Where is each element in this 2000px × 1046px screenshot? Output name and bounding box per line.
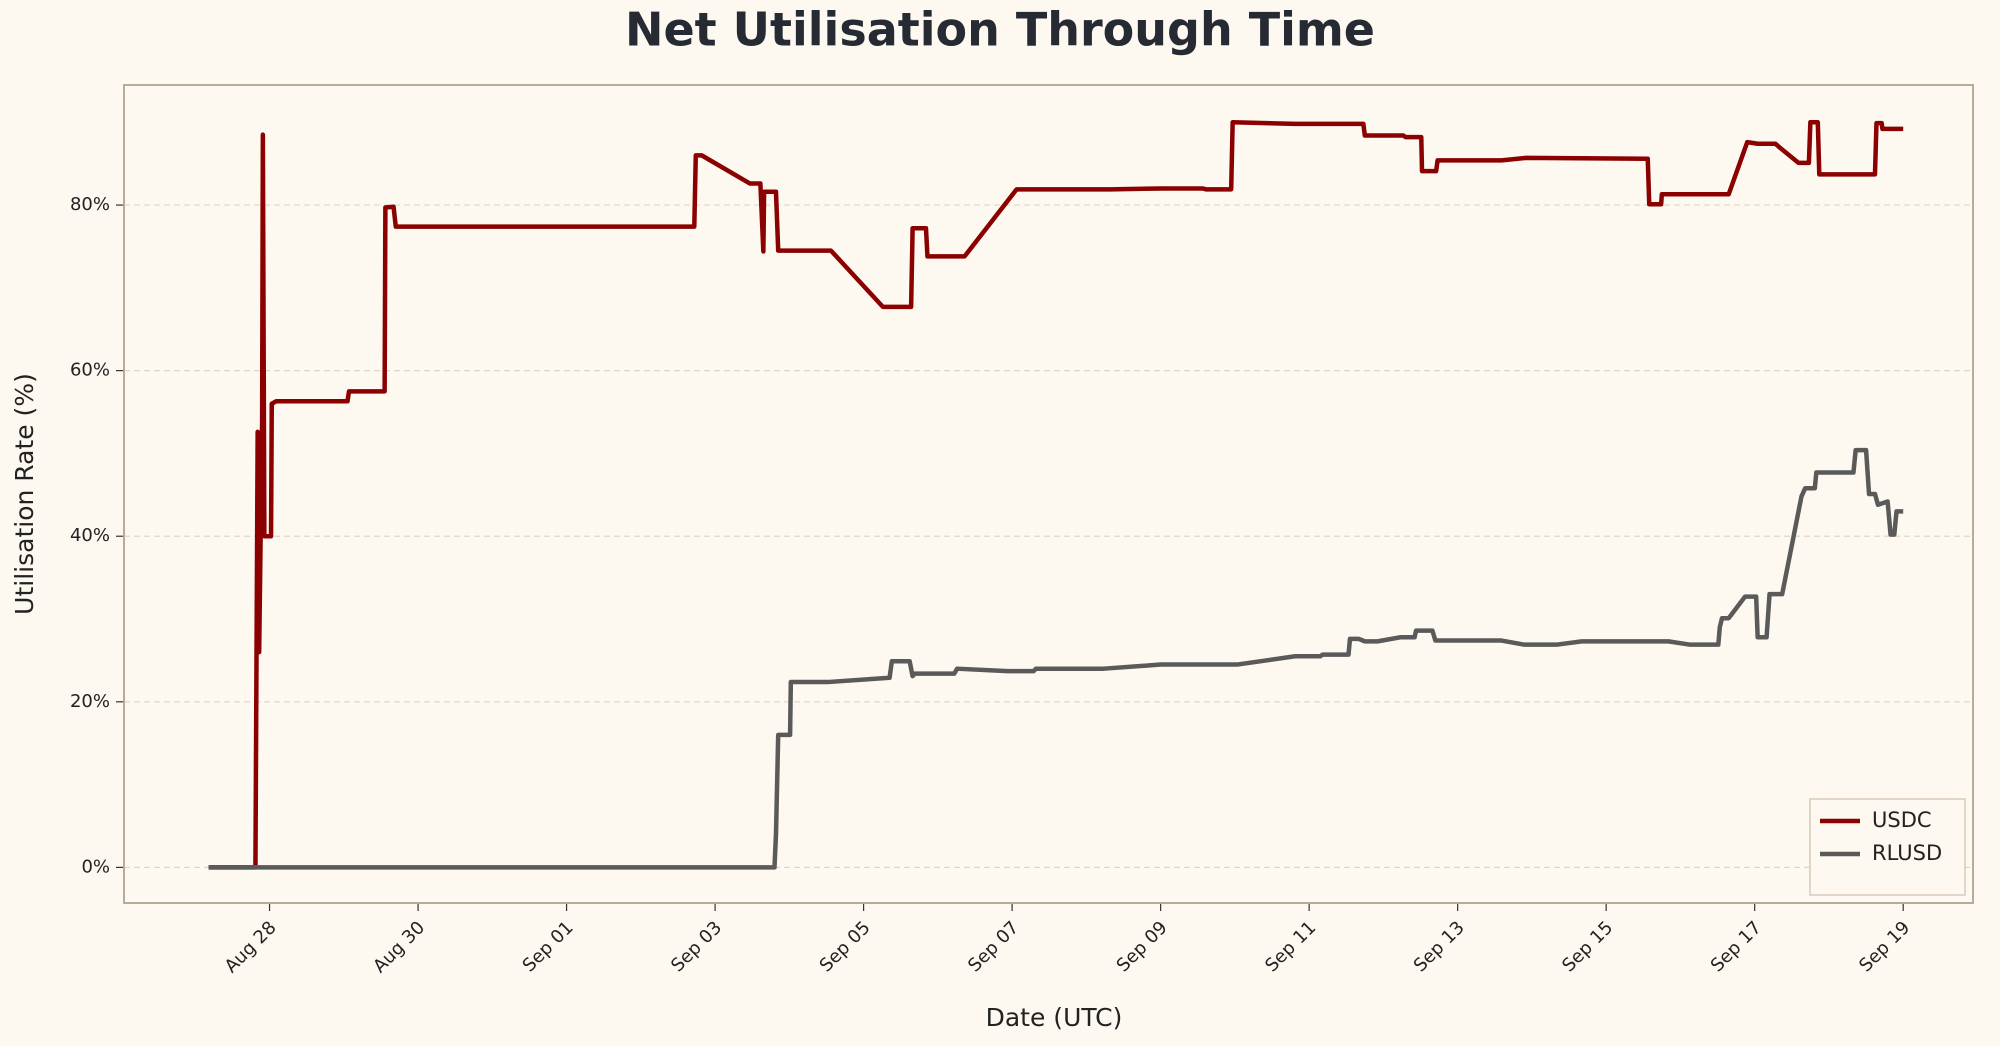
legend: USDC RLUSD [1809,798,1966,896]
legend-label: RLUSD [1872,841,1942,865]
data-line [208,447,1904,870]
y-tick-label: 80% [70,194,110,215]
chart-title: Net Utilisation Through Time [625,3,1375,57]
legend-label: USDC [1872,808,1932,832]
data-line [208,120,1904,870]
y-tick-label: 20% [70,691,110,712]
y-tick-label: 0% [81,856,110,877]
x-axis-label: Date (UTC) [986,1003,1123,1032]
y-tick-label: 60% [70,360,110,381]
y-tick-label: 40% [70,525,110,546]
y-axis-label: Utilisation Rate (%) [10,373,39,615]
legend-box [1809,798,1966,896]
plot-frame [123,84,1974,904]
